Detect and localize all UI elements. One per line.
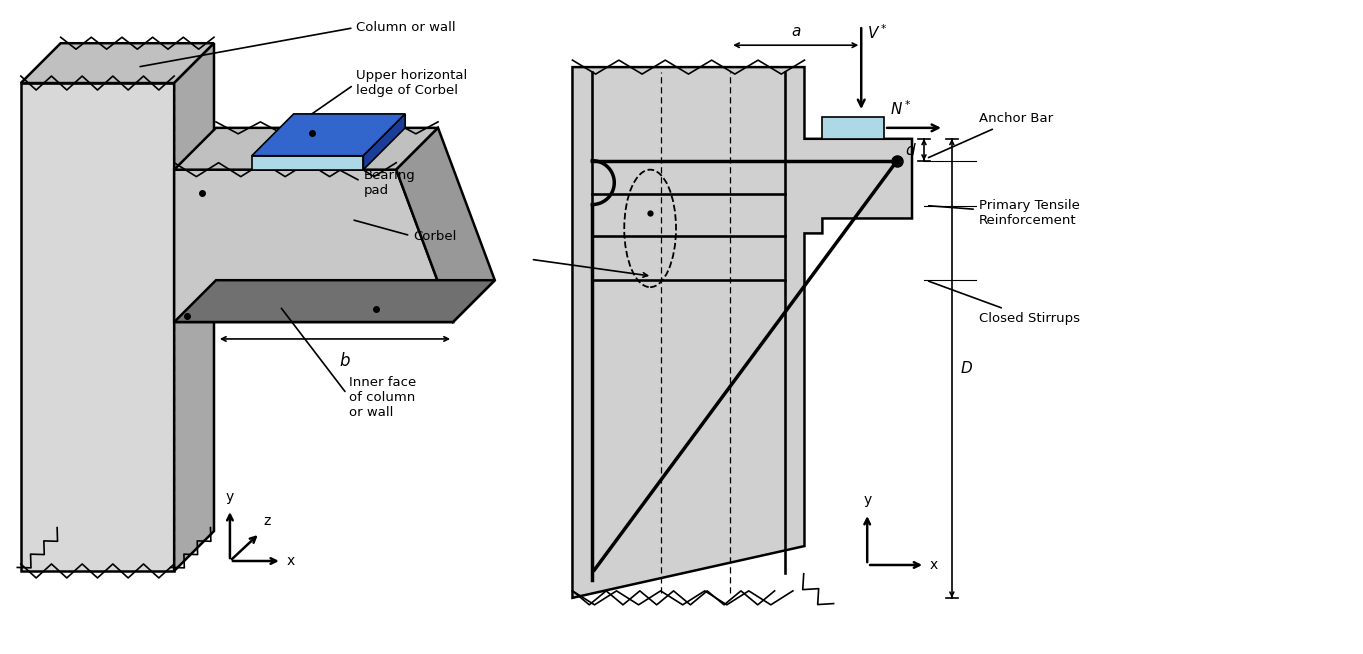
Polygon shape	[572, 67, 912, 598]
Text: $V^*$: $V^*$	[867, 24, 887, 42]
Polygon shape	[397, 128, 495, 322]
Polygon shape	[20, 43, 214, 83]
Polygon shape	[20, 83, 174, 571]
Polygon shape	[174, 43, 214, 571]
Polygon shape	[252, 114, 405, 156]
Text: Anchor Bar: Anchor Bar	[928, 112, 1052, 158]
Text: Column or wall: Column or wall	[140, 21, 457, 67]
Polygon shape	[822, 117, 885, 139]
Polygon shape	[252, 156, 364, 169]
Polygon shape	[174, 128, 438, 169]
Polygon shape	[174, 280, 495, 322]
Text: $D$: $D$	[960, 360, 973, 376]
Text: $d$: $d$	[905, 142, 917, 158]
Text: y: y	[226, 490, 234, 504]
Text: Upper horizontal
ledge of Corbel: Upper horizontal ledge of Corbel	[284, 69, 468, 133]
Text: y: y	[863, 493, 871, 508]
Text: b: b	[339, 352, 350, 370]
Polygon shape	[364, 114, 405, 169]
Text: Bearing
pad: Bearing pad	[304, 151, 416, 197]
Polygon shape	[174, 169, 453, 322]
Text: Inner face
of column
or wall: Inner face of column or wall	[281, 308, 417, 419]
Text: $N^*$: $N^*$	[890, 99, 912, 118]
Text: Corbel: Corbel	[354, 220, 457, 243]
Text: Primary Tensile
Reinforcement: Primary Tensile Reinforcement	[928, 199, 1079, 228]
Text: z: z	[264, 514, 271, 528]
Text: x: x	[930, 558, 938, 572]
Text: $a$: $a$	[791, 24, 801, 39]
Text: x: x	[286, 554, 294, 568]
Text: Closed Stirrups: Closed Stirrups	[928, 281, 1079, 324]
